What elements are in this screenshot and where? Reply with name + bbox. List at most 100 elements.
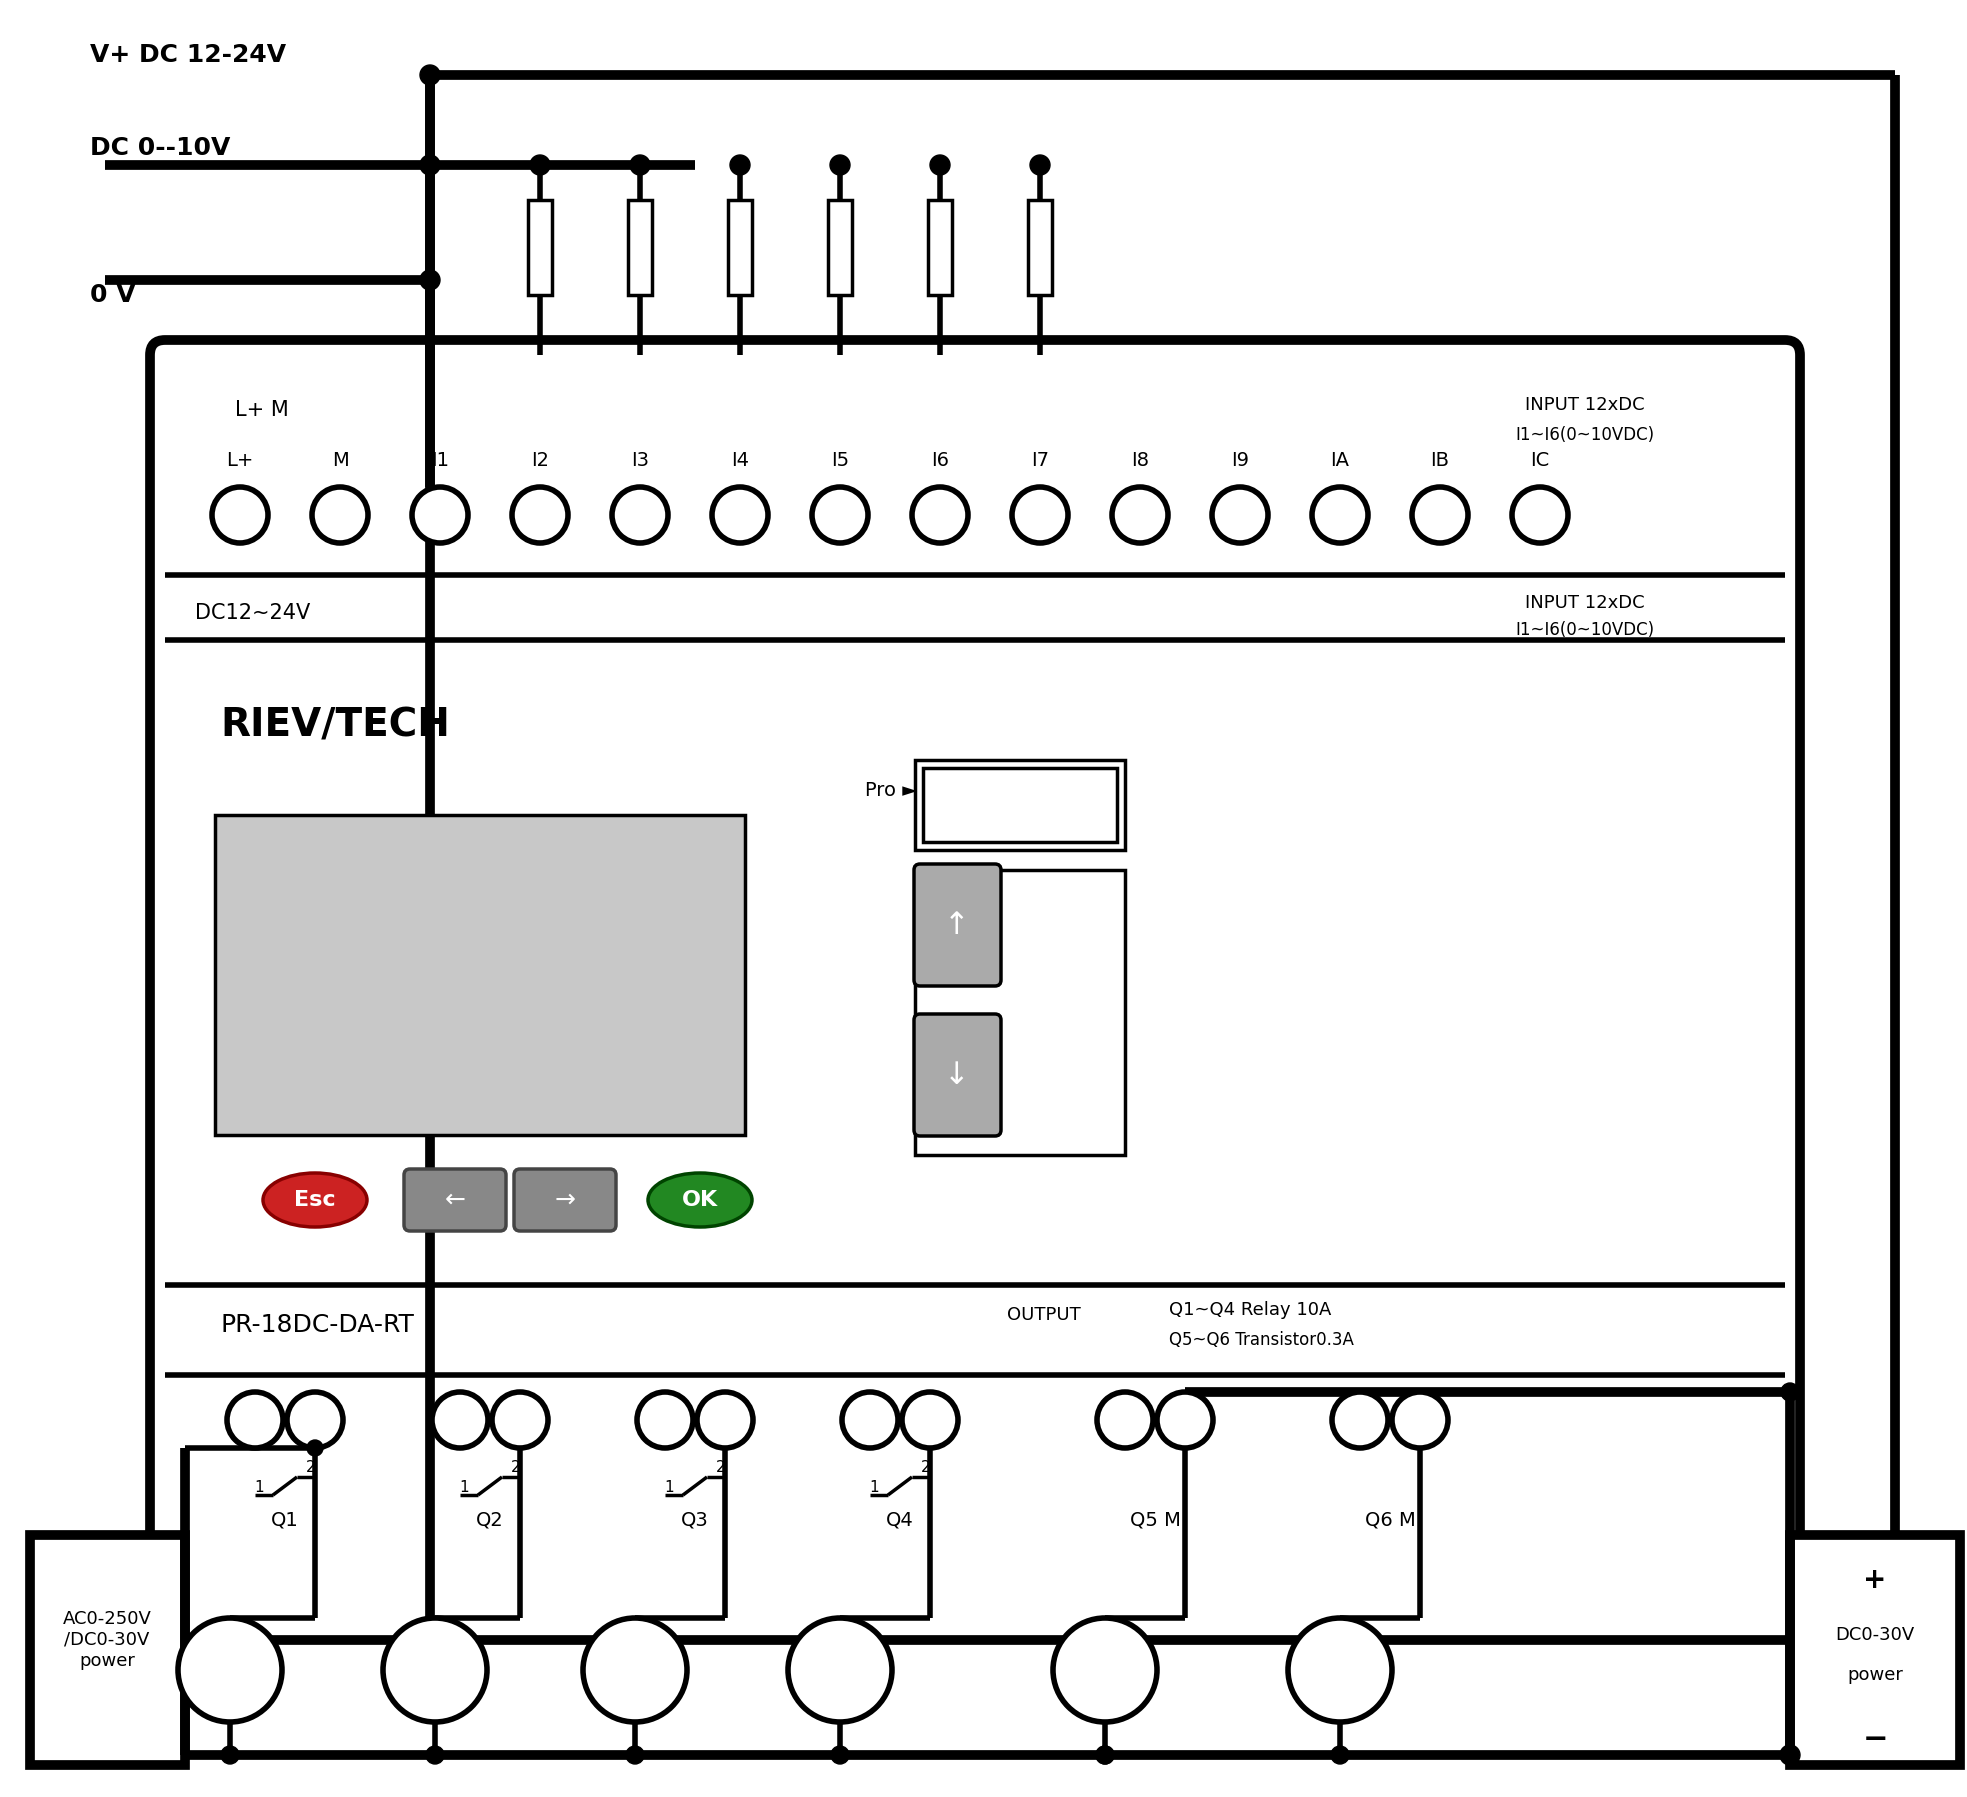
Text: ←: ← (445, 1188, 466, 1211)
Text: I1~I6(0~10VDC): I1~I6(0~10VDC) (1515, 426, 1654, 444)
FancyBboxPatch shape (513, 1170, 616, 1231)
Circle shape (529, 155, 551, 174)
Text: →: → (555, 1188, 576, 1211)
Text: I1: I1 (431, 451, 448, 469)
Circle shape (712, 487, 767, 543)
Text: L+: L+ (226, 451, 254, 469)
Bar (915, 760, 1125, 850)
Circle shape (1332, 1393, 1389, 1448)
Text: I3: I3 (631, 451, 649, 469)
Circle shape (1011, 487, 1068, 543)
Circle shape (1513, 487, 1568, 543)
Circle shape (1031, 155, 1050, 174)
Text: L+ M: L+ M (234, 401, 289, 420)
Circle shape (629, 155, 649, 174)
Text: DC0-30V: DC0-30V (1835, 1626, 1914, 1644)
Text: Esc: Esc (295, 1190, 336, 1209)
Circle shape (226, 1393, 283, 1448)
Circle shape (696, 1393, 753, 1448)
Circle shape (307, 1439, 323, 1456)
Circle shape (1098, 1393, 1153, 1448)
Circle shape (1212, 487, 1269, 543)
Circle shape (637, 1393, 692, 1448)
Text: RIEV/TECH: RIEV/TECH (220, 706, 450, 744)
Circle shape (612, 487, 669, 543)
Circle shape (1312, 487, 1367, 543)
Text: Q5 M: Q5 M (1129, 1511, 1180, 1529)
Text: I1~I6(0~10VDC): I1~I6(0~10VDC) (1515, 622, 1654, 640)
Text: I5: I5 (830, 451, 850, 469)
Circle shape (1288, 1617, 1393, 1722)
Circle shape (913, 487, 968, 543)
Text: +: + (1863, 1565, 1886, 1594)
Text: I8: I8 (1131, 451, 1149, 469)
Circle shape (1111, 487, 1168, 543)
Circle shape (492, 1393, 549, 1448)
Text: 0 V: 0 V (90, 282, 136, 307)
Ellipse shape (264, 1173, 368, 1227)
Circle shape (789, 1617, 891, 1722)
FancyBboxPatch shape (403, 1170, 506, 1231)
Circle shape (421, 65, 441, 84)
Circle shape (427, 1747, 445, 1765)
Circle shape (812, 487, 867, 543)
Circle shape (1096, 1747, 1113, 1765)
Text: Q1~Q4 Relay 10A: Q1~Q4 Relay 10A (1170, 1301, 1332, 1319)
Bar (923, 767, 1117, 843)
Bar (728, 199, 751, 295)
Circle shape (287, 1393, 342, 1448)
Circle shape (830, 1747, 850, 1765)
Text: V+ DC 12-24V: V+ DC 12-24V (90, 43, 285, 66)
Circle shape (212, 487, 268, 543)
Text: INPUT 12xDC: INPUT 12xDC (1524, 595, 1644, 613)
Circle shape (1332, 1747, 1349, 1765)
Circle shape (177, 1617, 281, 1722)
Bar (627, 199, 651, 295)
Text: Q3: Q3 (681, 1511, 708, 1529)
Bar (30, 1535, 185, 1765)
Circle shape (1157, 1393, 1214, 1448)
Text: 2: 2 (307, 1459, 317, 1475)
Text: 1: 1 (869, 1479, 879, 1495)
Text: IB: IB (1430, 451, 1450, 469)
Bar (1790, 1535, 1959, 1765)
Circle shape (730, 155, 749, 174)
Text: AC0-250V
/DC0-30V
power: AC0-250V /DC0-30V power (63, 1610, 151, 1669)
Circle shape (511, 487, 568, 543)
Bar (214, 816, 745, 1136)
Text: 2: 2 (511, 1459, 521, 1475)
Circle shape (930, 155, 950, 174)
FancyBboxPatch shape (915, 864, 1001, 987)
Text: DC12~24V: DC12~24V (195, 604, 311, 624)
FancyBboxPatch shape (149, 340, 1800, 1641)
Circle shape (830, 155, 850, 174)
Text: Q2: Q2 (476, 1511, 504, 1529)
Circle shape (582, 1617, 686, 1722)
Circle shape (1052, 1617, 1157, 1722)
Circle shape (411, 487, 468, 543)
Circle shape (1096, 1747, 1113, 1765)
FancyBboxPatch shape (915, 1014, 1001, 1136)
Ellipse shape (647, 1173, 751, 1227)
Text: IA: IA (1330, 451, 1349, 469)
Bar (928, 199, 952, 295)
Circle shape (1780, 1745, 1800, 1765)
Bar (527, 199, 553, 295)
Text: OK: OK (683, 1190, 718, 1209)
Text: Q1: Q1 (271, 1511, 299, 1529)
Text: M: M (332, 451, 348, 469)
Text: 2: 2 (716, 1459, 726, 1475)
Text: 1: 1 (458, 1479, 468, 1495)
Text: INPUT 12xDC: INPUT 12xDC (1524, 395, 1644, 413)
Text: ↑: ↑ (944, 911, 970, 940)
Text: Q4: Q4 (885, 1511, 915, 1529)
Text: I7: I7 (1031, 451, 1048, 469)
Bar (828, 199, 852, 295)
Text: Q5~Q6 Transistor0.3A: Q5~Q6 Transistor0.3A (1170, 1332, 1353, 1350)
Circle shape (313, 487, 368, 543)
Text: Pro ►: Pro ► (865, 780, 917, 800)
Text: OUTPUT: OUTPUT (1007, 1306, 1082, 1324)
Text: 1: 1 (665, 1479, 675, 1495)
Circle shape (1412, 487, 1467, 543)
Text: I2: I2 (531, 451, 549, 469)
